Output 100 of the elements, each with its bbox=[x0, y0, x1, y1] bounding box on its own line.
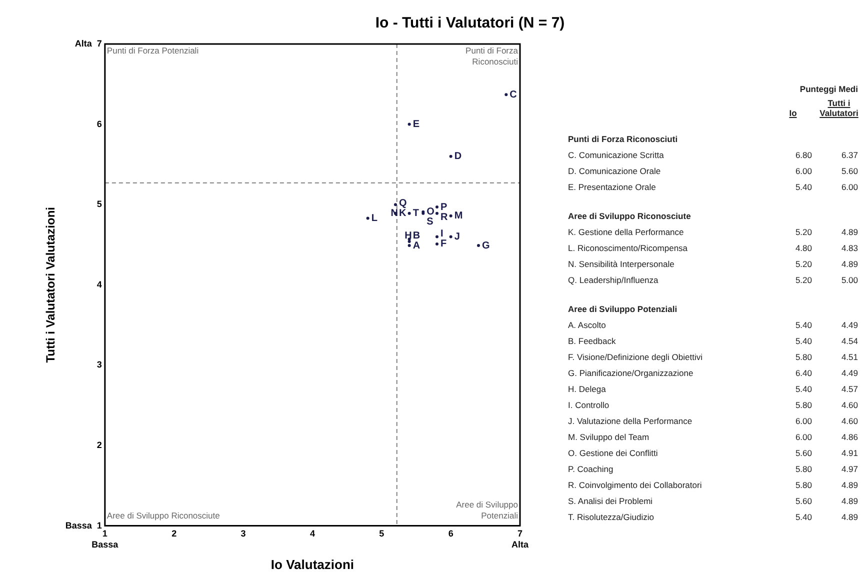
data-label: H bbox=[404, 230, 412, 242]
x-tick-label: 2 bbox=[172, 528, 177, 539]
text: 6.00 bbox=[795, 432, 812, 442]
text: 4.60 bbox=[841, 416, 858, 426]
text: 5.60 bbox=[841, 166, 858, 176]
category-label: H. Delega bbox=[568, 384, 606, 394]
y-tick-label: Bassa 1 bbox=[65, 520, 102, 530]
y-tick-label: 5 bbox=[96, 199, 102, 210]
category-label: Tutti i Valutatori bbox=[820, 98, 858, 118]
data-label: B bbox=[412, 230, 420, 242]
text: 4.89 bbox=[841, 259, 858, 269]
y-axis-title: Tutti i Valutatori Valutazioni bbox=[44, 207, 58, 363]
text: 5.40 bbox=[795, 512, 812, 522]
text: 4.89 bbox=[841, 480, 858, 490]
category-label: N. Sensibilità Interpersonale bbox=[568, 259, 674, 269]
text: 4.89 bbox=[841, 512, 858, 522]
text: Punteggi Medi bbox=[798, 83, 859, 96]
text: 5.20 bbox=[795, 259, 812, 269]
text: 4.49 bbox=[841, 320, 858, 330]
text: 6.00 bbox=[795, 416, 812, 426]
text: 4.89 bbox=[841, 496, 858, 506]
text: 4.49 bbox=[841, 368, 858, 378]
text: 4.91 bbox=[841, 448, 858, 458]
data-label: E bbox=[412, 119, 420, 130]
data-label: L bbox=[371, 213, 378, 224]
category-label: R. Coinvolgimento dei Collaboratori bbox=[568, 480, 702, 490]
data-label: M bbox=[454, 210, 463, 222]
text: 4.89 bbox=[841, 227, 858, 237]
text: 6.40 bbox=[795, 368, 812, 378]
category-label: A. Ascolto bbox=[568, 320, 606, 330]
text: 5.60 bbox=[795, 496, 812, 506]
data-label: S bbox=[426, 216, 434, 228]
data-label: I bbox=[440, 228, 444, 240]
text: 5.20 bbox=[795, 227, 812, 237]
category-label: D. Comunicazione Orale bbox=[568, 166, 661, 176]
x-tick-label: 6 bbox=[448, 528, 454, 539]
x-tick-label: 3 bbox=[240, 528, 246, 539]
category-label: Q. Leadership/Influenza bbox=[568, 275, 658, 285]
data-label: G bbox=[482, 240, 490, 252]
category-label: J. Valutazione della Performance bbox=[568, 416, 692, 426]
text: 5.20 bbox=[795, 275, 812, 285]
data-label: C bbox=[510, 89, 517, 100]
x-tick-label: 1 Bassa bbox=[92, 528, 120, 550]
text: 6.00 bbox=[841, 182, 858, 192]
text: 5.40 bbox=[795, 182, 812, 192]
category-label: C. Comunicazione Scritta bbox=[568, 150, 664, 160]
category-label: Aree di Sviluppo Riconosciute bbox=[568, 211, 691, 221]
data-label: D bbox=[454, 151, 462, 162]
category-label: B. Feedback bbox=[568, 336, 616, 346]
text: 4.54 bbox=[841, 336, 858, 346]
data-label: K bbox=[398, 208, 407, 220]
category-label: G. Pianificazione/Organizzazione bbox=[568, 368, 694, 378]
y-tick-label: 6 bbox=[96, 118, 102, 129]
x-tick-label: 7 Alta bbox=[511, 528, 530, 550]
text: 4.51 bbox=[841, 352, 858, 362]
category-label: Punti di Forza Riconosciuti bbox=[568, 134, 678, 144]
category-label: O. Gestione dei Conflitti bbox=[568, 448, 658, 458]
annotation: Punti di Forza Potenziali bbox=[106, 46, 199, 56]
text: 5.40 bbox=[795, 384, 812, 394]
text: 4.57 bbox=[841, 384, 858, 394]
text: 4.60 bbox=[841, 400, 858, 410]
text: 6.00 bbox=[795, 166, 812, 176]
text: 6.37 bbox=[841, 150, 858, 160]
text: 5.80 bbox=[795, 480, 812, 490]
data-label: R bbox=[440, 212, 448, 223]
y-tick-label: 3 bbox=[96, 360, 102, 370]
text: 4.80 bbox=[795, 243, 812, 253]
x-tick-label: 5 bbox=[379, 528, 384, 539]
text: 5.40 bbox=[795, 320, 812, 330]
category-label: Aree di Sviluppo Potenziali bbox=[568, 304, 678, 314]
text: 6.80 bbox=[795, 150, 812, 160]
text: 5.40 bbox=[795, 336, 812, 346]
data-label: P bbox=[440, 202, 448, 213]
category-label: E. Presentazione Orale bbox=[568, 182, 656, 192]
category-label: Io bbox=[789, 108, 797, 118]
text: 4.86 bbox=[841, 432, 858, 442]
text: 5.80 bbox=[795, 400, 812, 410]
text: 5.60 bbox=[795, 448, 812, 458]
category-label: L. Riconoscimento/Ricompensa bbox=[568, 243, 688, 253]
x-axis-title: Io Valutazioni bbox=[270, 556, 354, 572]
data-label: A bbox=[412, 240, 420, 252]
annotation: Aree di Sviluppo Riconosciute bbox=[106, 510, 220, 520]
chart-title: Io - Tutti i Valutatori (N = 7) bbox=[375, 14, 565, 32]
data-label: F bbox=[440, 238, 447, 250]
data-label: J bbox=[454, 231, 460, 242]
data-label: Q bbox=[398, 198, 407, 210]
y-tick-label: 2 bbox=[96, 440, 102, 450]
category-label: K. Gestione della Performance bbox=[568, 227, 684, 237]
category-label: F. Visione/Definizione degli Obiettivi bbox=[568, 352, 702, 362]
data-label: T bbox=[412, 208, 419, 220]
category-label: I. Controllo bbox=[568, 400, 610, 410]
y-tick-label: Alta 7 bbox=[74, 38, 102, 48]
data-label: O bbox=[426, 206, 435, 218]
text: 4.83 bbox=[841, 243, 858, 253]
category-label: P. Coaching bbox=[568, 464, 614, 474]
x-tick-label: 4 bbox=[310, 528, 315, 539]
category-label: S. Analisi dei Problemi bbox=[568, 496, 653, 506]
annotation: Aree di Sviluppo Potenziali bbox=[456, 499, 518, 520]
text: 5.80 bbox=[795, 464, 812, 474]
y-tick-label: 4 bbox=[96, 279, 102, 290]
